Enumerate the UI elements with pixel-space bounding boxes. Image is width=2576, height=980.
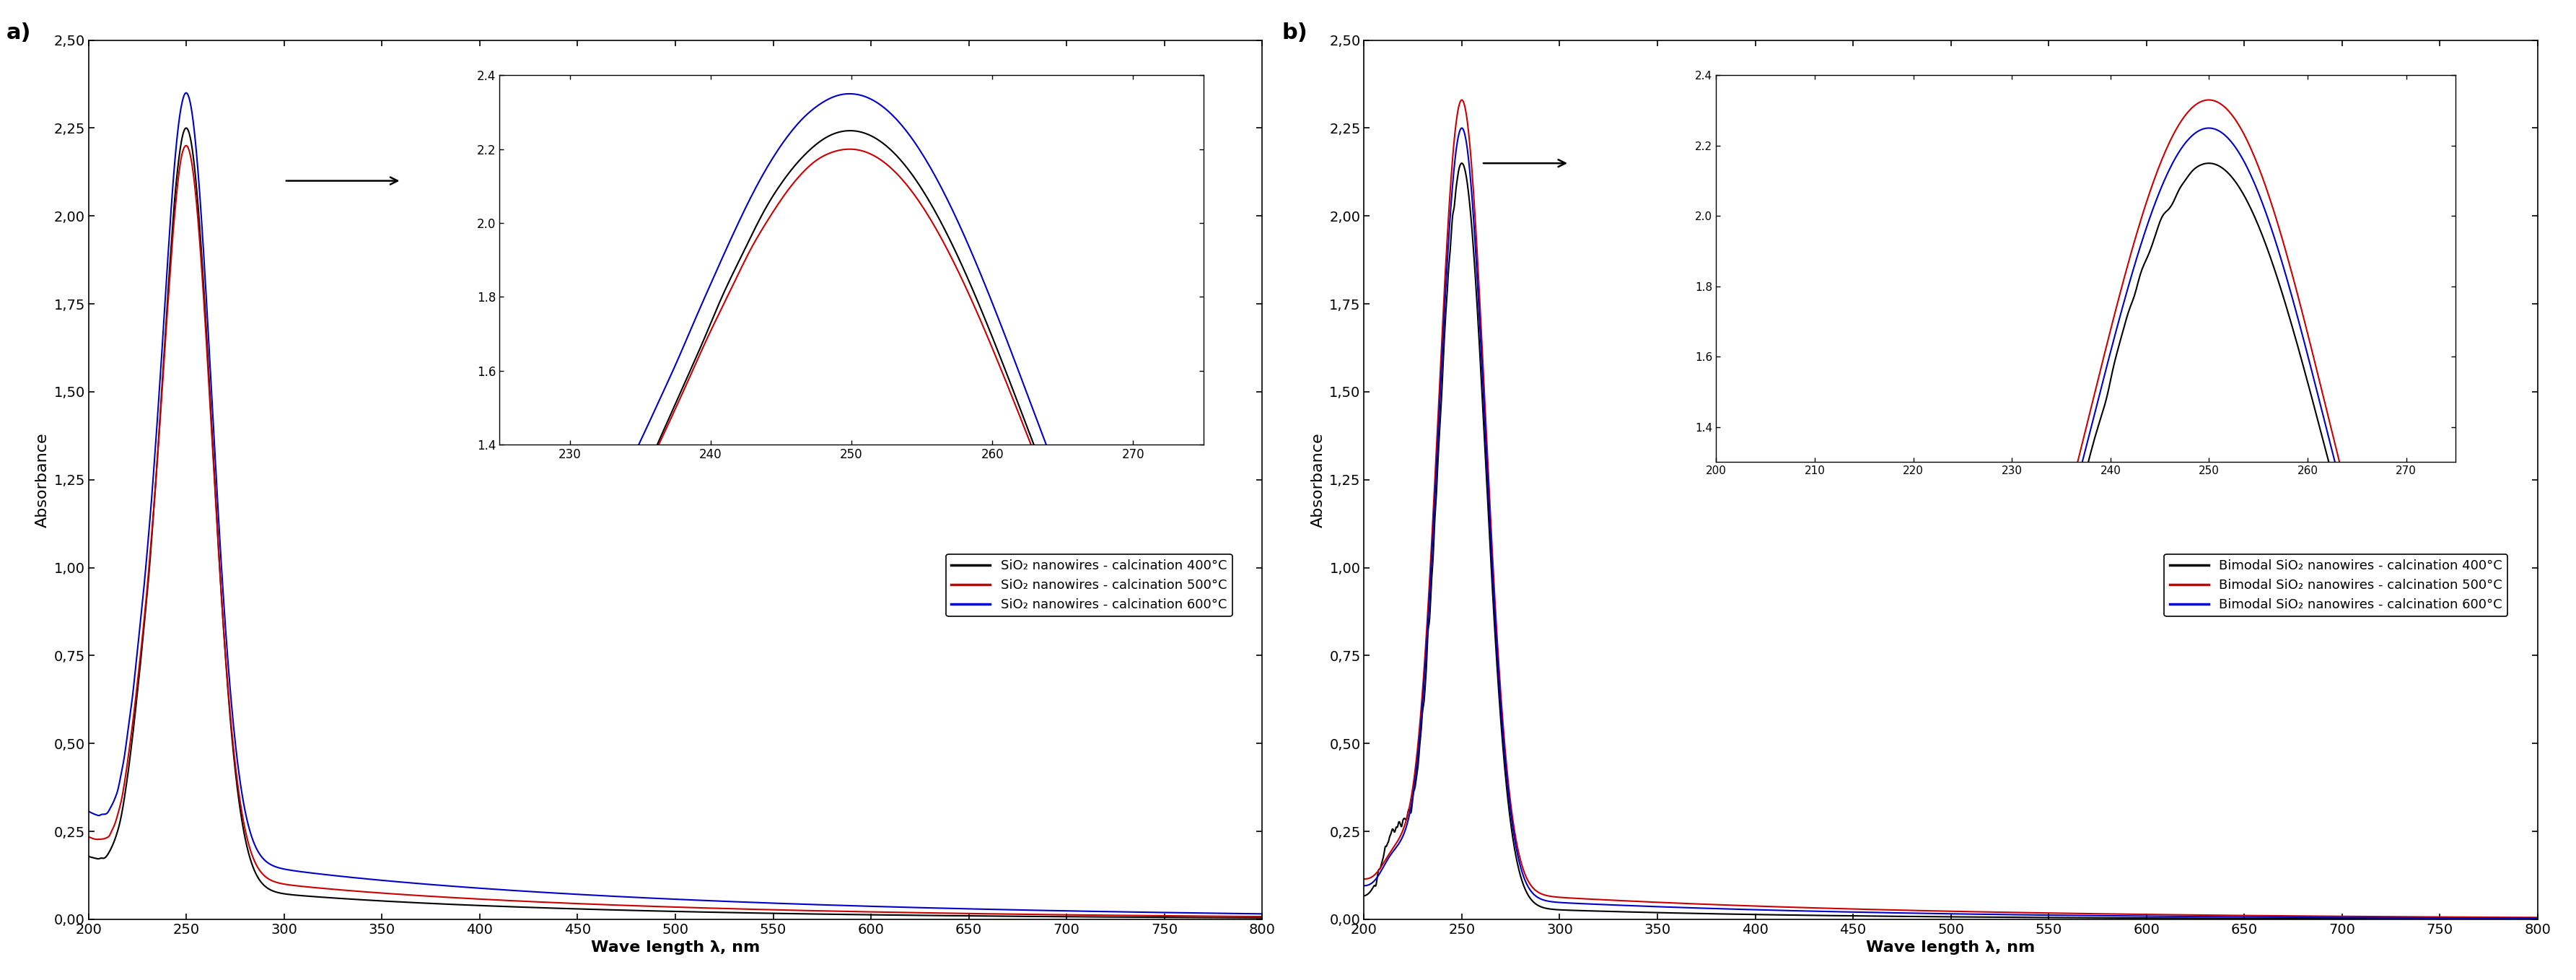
X-axis label: Wave length λ, nm: Wave length λ, nm bbox=[590, 941, 760, 955]
Y-axis label: Absorbance: Absorbance bbox=[1311, 432, 1324, 527]
Legend: SiO₂ nanowires - calcination 400°C, SiO₂ nanowires - calcination 500°C, SiO₂ nan: SiO₂ nanowires - calcination 400°C, SiO₂… bbox=[945, 554, 1231, 616]
Y-axis label: Absorbance: Absorbance bbox=[36, 432, 49, 527]
Text: a): a) bbox=[5, 23, 31, 43]
Legend: Bimodal SiO₂ nanowires - calcination 400°C, Bimodal SiO₂ nanowires - calcination: Bimodal SiO₂ nanowires - calcination 400… bbox=[2164, 554, 2506, 616]
X-axis label: Wave length λ, nm: Wave length λ, nm bbox=[1868, 941, 2035, 955]
Text: b): b) bbox=[1283, 23, 1309, 43]
